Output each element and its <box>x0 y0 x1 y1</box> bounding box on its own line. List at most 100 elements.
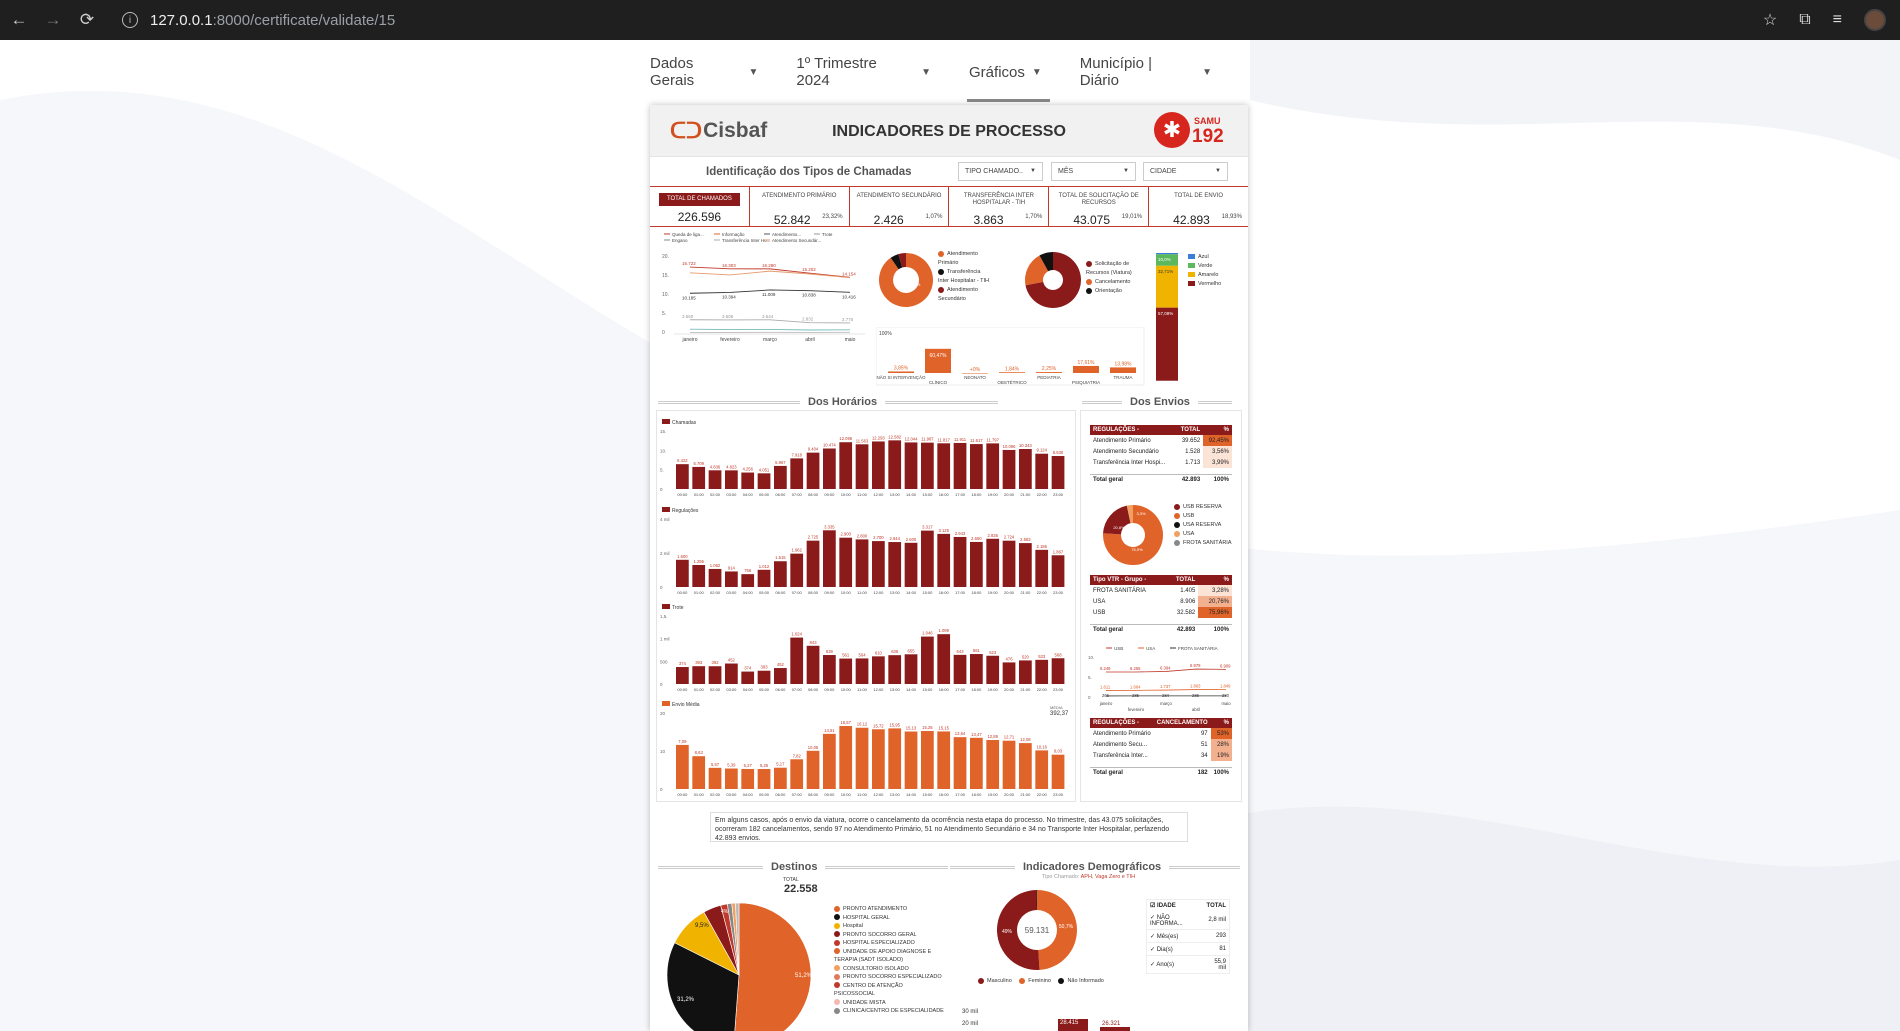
month-tick: janeiro <box>681 337 697 343</box>
table-row[interactable]: ✓ Mês(es) 293 <box>1146 929 1230 943</box>
bookmark-star-icon[interactable]: ☆ <box>1762 12 1778 29</box>
hour-tick: 09:00 <box>824 590 835 595</box>
destinos-pie-slice <box>666 942 740 1031</box>
table-header-cell[interactable]: % <box>1198 575 1232 585</box>
legend-swatch <box>662 701 670 706</box>
hour-bar-label: 10,05 <box>808 745 819 750</box>
legend-swatch <box>1086 278 1092 285</box>
color-bar-label: 32,71% <box>1158 269 1173 274</box>
legend-swatch <box>1174 521 1180 528</box>
legend-swatch <box>1086 287 1092 294</box>
hour-tick: 14:00 <box>906 687 917 692</box>
hour-tick: 09:00 <box>824 687 835 692</box>
hour-tick: 07:00 <box>792 492 803 497</box>
hour-bar-label: 16,12 <box>857 722 868 727</box>
hour-bar-label: 10.474 <box>823 443 836 448</box>
hour-bar-label: 5,17 <box>776 762 785 767</box>
filter-tipo-chamado[interactable]: TIPO CHAMADO.. ▼ <box>958 162 1043 181</box>
back-icon[interactable]: ← <box>10 10 28 29</box>
hour-bar-label: 452 <box>728 658 736 663</box>
hour-tick: 06:00 <box>775 492 786 497</box>
filter-mes[interactable]: MÊS ▼ <box>1051 162 1136 181</box>
legend-swatch <box>938 250 944 257</box>
hour-bar-label: 14,51 <box>824 728 835 733</box>
data-label: 16.722 <box>682 261 696 266</box>
table-cell: 39.652 <box>1181 437 1201 444</box>
table-row[interactable]: ✓ Ano(s) 55,9 mil <box>1146 955 1230 974</box>
hour-tick: 03:00 <box>726 792 737 797</box>
donut2-slice <box>1025 255 1049 286</box>
table-header-cell[interactable]: CANCELAMENTO <box>1153 718 1211 728</box>
hour-bar-label: 5.709 <box>693 461 704 466</box>
profile-avatar[interactable] <box>1864 9 1886 31</box>
hour-bar <box>774 561 787 587</box>
table-cell: 42.893 <box>1165 623 1199 636</box>
hour-bar-label: 11.563 <box>856 438 869 443</box>
data-label: 280 <box>1222 693 1230 698</box>
table-header-cell[interactable]: TOTAL <box>1175 425 1204 435</box>
table-header-cell[interactable]: REGULAÇÕES - <box>1090 425 1176 435</box>
table-row: Atendimento Secundário 1.528 3,56% <box>1090 446 1232 457</box>
table-header-cell[interactable]: TOTAL <box>1165 575 1199 585</box>
table-row[interactable]: ✓ Dia(s) 81 <box>1146 942 1230 956</box>
hour-tick: 08:00 <box>808 792 819 797</box>
hour-bar-label: 5,26 <box>760 763 769 768</box>
forward-icon[interactable]: → <box>44 10 62 29</box>
legend-label: Solicitação de Recursos (Viatura) <box>1086 261 1132 276</box>
hour-tick: 11:00 <box>857 792 867 797</box>
hour-bar <box>806 750 820 789</box>
table-header-cell[interactable]: % <box>1210 718 1232 728</box>
tipo-vtr-legend: USB RESERVA USB USA RESERVA USA FROTA SA… <box>1174 503 1234 548</box>
hour-bar <box>872 441 885 489</box>
hour-bar-label: 11.911 <box>954 437 967 442</box>
table-row[interactable]: ✓ NÃO INFORMA... 2,8 mil <box>1146 911 1230 930</box>
donut3-slice <box>1103 505 1163 565</box>
hour-bar <box>904 542 918 587</box>
table-cell: USB <box>1093 609 1106 616</box>
table-header-cell[interactable]: ☑ IDADE <box>1146 899 1203 911</box>
media-queue-icon[interactable]: ≡ <box>1832 11 1842 28</box>
kpi-label: TOTAL DE CHAMADOS <box>658 193 740 206</box>
hour-tick: 11:00 <box>857 687 867 692</box>
hour-bar-label: 393 <box>761 665 769 670</box>
kpi-value: 43.075 <box>1073 213 1111 227</box>
horarios-panel <box>656 410 1076 802</box>
legend-label: UNIDADE MISTA <box>843 999 886 1006</box>
hour-bar <box>855 658 869 684</box>
nav-graficos[interactable]: Gráficos ▼ <box>967 40 1050 104</box>
section-title-horarios: Dos Horários <box>800 396 886 408</box>
hour-bar-label: 1.962 <box>791 548 802 553</box>
table-header-cell[interactable]: Tipo VTR - Grupo - <box>1090 575 1166 585</box>
table-header-cell[interactable]: % <box>1203 425 1232 435</box>
legend-label: Atendimento Primário <box>938 251 978 266</box>
hour-bar <box>953 737 967 789</box>
hour-tick: 06:00 <box>775 687 786 692</box>
table-cell: 32.582 <box>1176 609 1196 616</box>
site-info-icon[interactable]: i <box>122 12 138 28</box>
legend-label: USA <box>1183 531 1195 537</box>
hour-bar <box>1002 740 1016 789</box>
hour-tick: 08:00 <box>808 687 819 692</box>
nav-trimestre[interactable]: 1º Trimestre 2024 ▼ <box>796 40 931 104</box>
reload-icon[interactable]: ⟳ <box>79 10 95 29</box>
nav-dados-gerais[interactable]: Dados Gerais ▼ <box>650 40 758 104</box>
hour-tick: 03:00 <box>726 492 737 497</box>
nav-municipio-diario[interactable]: Município | Diário ▼ <box>1080 40 1212 104</box>
hour-bar-label: 12,89 <box>987 734 998 739</box>
hour-tick: 21:00 <box>1020 590 1031 595</box>
month-tick: fevereiro <box>720 337 740 343</box>
table-header-cell[interactable]: REGULAÇÕES - <box>1090 718 1154 728</box>
table-row: Atendimento Secu... 51 28% <box>1090 739 1232 750</box>
hour-bar <box>823 655 836 684</box>
donut1-slice <box>879 253 933 307</box>
axis-tick: 1,5. <box>660 614 668 619</box>
envios-regulacoes-table: REGULAÇÕES - TOTAL% Atendimento Primário 39… <box>1090 425 1232 486</box>
address-bar[interactable]: i 127.0.0.1:8000/certificate/validate/15 <box>122 12 395 29</box>
bottom-bar-value: 28.415 <box>1060 1020 1079 1026</box>
filter-cidade[interactable]: CIDADE ▼ <box>1143 162 1228 181</box>
table-header-cell[interactable]: TOTAL <box>1202 899 1230 911</box>
caret-down-icon: ▼ <box>1202 66 1212 78</box>
extensions-icon[interactable]: ⧉ <box>1799 11 1811 28</box>
line-legend-label: USB <box>1114 646 1123 651</box>
hour-tick: 01:00 <box>694 590 705 595</box>
